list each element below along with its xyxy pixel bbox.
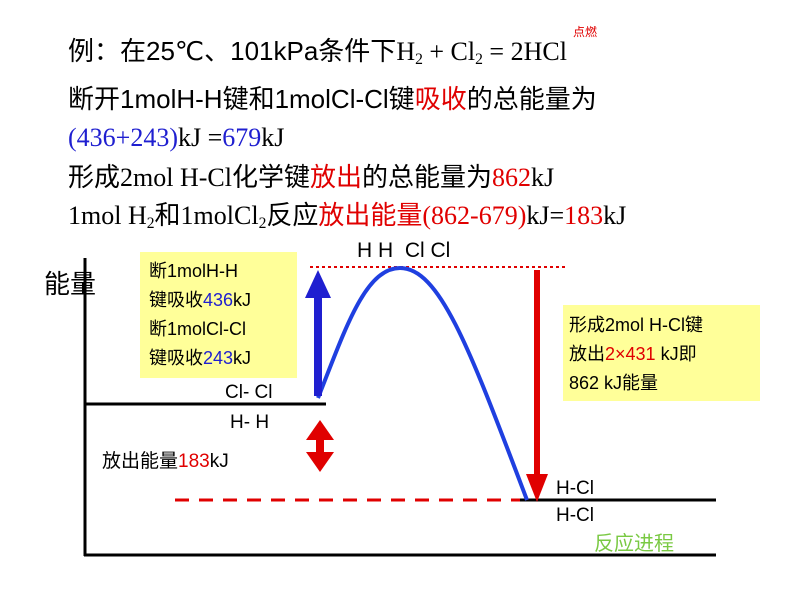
text-run: 1molCl [180, 201, 259, 230]
text-run: 和 [154, 200, 181, 230]
text-run: 键吸收 [149, 290, 203, 310]
text-run: 断1molCl-Cl [149, 319, 247, 339]
text-run: H- H [230, 412, 270, 433]
text-run: 862 kJ能量 [569, 373, 659, 393]
text-line: H-Cl [556, 506, 594, 525]
release-arrow-head [526, 474, 548, 502]
text-run: 断1molH-H [149, 261, 239, 281]
text-run: 862 [492, 163, 532, 192]
x-axis-label: 反应进程 [594, 533, 674, 555]
text-line: H- H [230, 413, 269, 432]
text-run: 2 [415, 50, 423, 68]
text-run: kJ [603, 201, 627, 230]
text-line: 形成2mol H-Cl键 [569, 316, 703, 334]
text-run: 放出能量 [102, 451, 179, 472]
text-run: 2×431 [605, 344, 656, 364]
text-run: H H Cl Cl [357, 239, 451, 262]
text-run: H [396, 37, 416, 66]
text-line: 形成2mol H-Cl化学键放出的总能量为862kJ [68, 164, 554, 191]
text-run: = 2HCl [482, 37, 567, 66]
text-run: 化学键 [231, 162, 310, 192]
text-run: (862-679) [422, 201, 527, 230]
text-line: H-Cl [556, 479, 594, 498]
text-run: 2mol H-Cl [120, 163, 232, 192]
text-run: + Cl [422, 37, 476, 66]
text-run: kJ [233, 290, 252, 310]
text-line: 放出2×431 kJ即 [569, 345, 697, 363]
text-line: Cl- Cl [225, 383, 273, 402]
text-run: 放出能量 [318, 200, 423, 230]
text-line: H H Cl Cl [357, 240, 450, 261]
text-line: (436+243)kJ =679kJ [68, 124, 284, 151]
text-run: (436+243) [68, 123, 178, 152]
text-run: 放出 [309, 162, 362, 192]
text-run: 2 [475, 50, 483, 68]
y-axis-label: 能量 [44, 269, 97, 299]
text-run: kJ [233, 348, 252, 368]
text-run: 例：在25℃、101kPa条件下 [68, 36, 397, 66]
energy-curve [316, 265, 529, 501]
condition: 点燃 [573, 25, 598, 39]
text-run: H-Cl [556, 505, 594, 526]
text-run: kJ [209, 451, 229, 472]
text-line: 键吸收243kJ [149, 349, 251, 367]
text-run: 形成 [68, 162, 121, 192]
text-run: H-Cl [556, 478, 594, 499]
text-run: 放出 [569, 344, 605, 364]
text-run: 断开1molH-H键和1molCl-Cl键 [68, 84, 415, 114]
text-run: 的总能量为 [466, 84, 597, 114]
text-run: 2 [146, 214, 155, 232]
text-run: 反应 [266, 200, 319, 230]
diff-arrow-head [306, 452, 334, 472]
text-run: kJ= [526, 201, 565, 230]
text-run: 形成2mol H-Cl键 [569, 315, 704, 335]
text-run: kJ [261, 123, 285, 152]
absorb-arrow-head [305, 270, 331, 298]
text-line: 断1molCl-Cl [149, 320, 246, 338]
text-line: 例：在25℃、101kPa条件下H2 + Cl2 = 2HCl [68, 38, 567, 67]
text-line: 断开1molH-H键和1molCl-Cl键吸收的总能量为 [68, 86, 597, 112]
text-run: 183 [564, 201, 604, 230]
text-run: 243 [203, 348, 234, 368]
text-run: Cl- Cl [225, 382, 273, 403]
text-line: 1mol H2和1molCl2反应放出能量(862-679)kJ=183kJ [68, 202, 626, 231]
text-line: 断1molH-H [149, 262, 238, 280]
text-run: 679 [222, 123, 262, 152]
text-line: 862 kJ能量 [569, 374, 658, 392]
text-run: 吸收 [414, 84, 467, 114]
text-run: kJ = [177, 123, 223, 152]
text-line: 放出能量183kJ [102, 452, 229, 471]
text-run: 2 [258, 214, 267, 232]
text-run: kJ [531, 163, 555, 192]
text-line: 键吸收436kJ [149, 291, 251, 309]
note-box [140, 252, 297, 378]
text-run: 的总能量为 [362, 162, 493, 192]
text-run: 1mol H [68, 201, 147, 230]
text-run: 436 [203, 290, 234, 310]
text-run: kJ即 [655, 344, 697, 364]
diff-arrow-head [306, 420, 334, 440]
note-box [563, 305, 760, 401]
text-run: 183 [178, 451, 210, 472]
text-run: 键吸收 [149, 348, 203, 368]
